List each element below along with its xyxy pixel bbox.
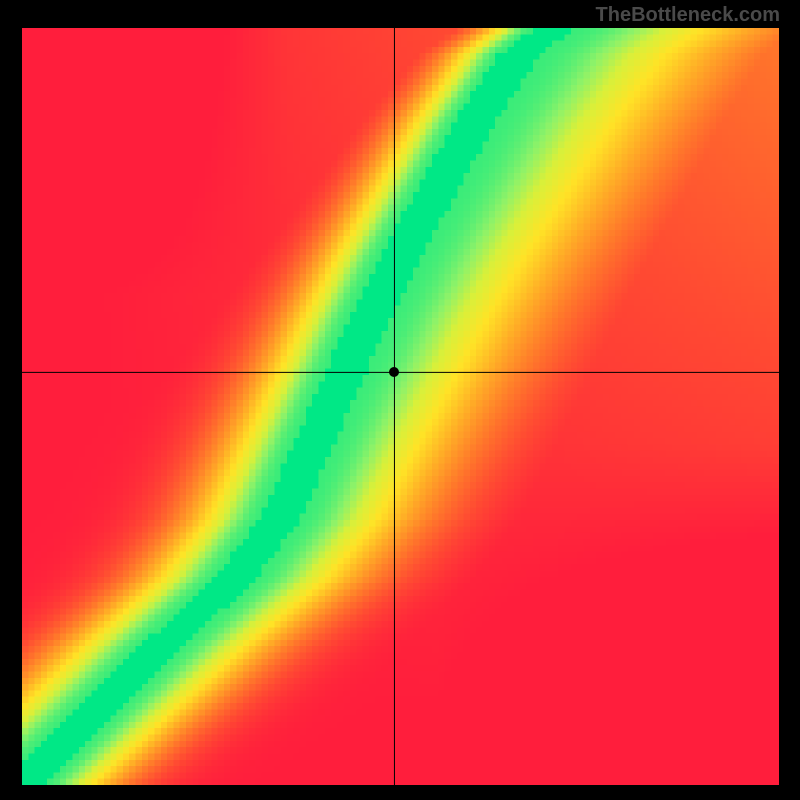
watermark-text: TheBottleneck.com: [596, 4, 780, 27]
chart-container: TheBottleneck.com: [0, 0, 800, 800]
heatmap-canvas: [22, 28, 779, 785]
